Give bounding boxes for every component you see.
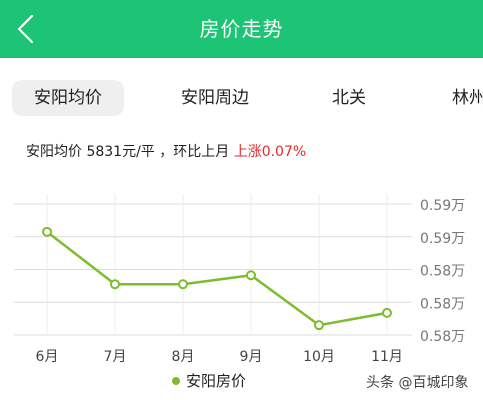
price-summary: 安阳均价 5831元/平 ，环比上月 上涨0.07% (26, 141, 306, 161)
x-tick-label: 8月 (172, 349, 195, 365)
y-tick-label: 0.59万 (420, 198, 465, 214)
y-tick-label: 0.58万 (420, 264, 465, 280)
tab-beiguan[interactable]: 北关 (332, 88, 366, 108)
y-tick-label: 0.58万 (420, 329, 465, 345)
data-point (178, 279, 188, 290)
legend-label: 安阳房价 (186, 372, 247, 390)
tab-anyang-surrounding[interactable]: 安阳周边 (181, 88, 249, 108)
data-point (110, 279, 120, 290)
data-point (314, 320, 324, 331)
x-tick-label: 11月 (371, 349, 403, 365)
summary-text: 安阳均价 5831元/平 ，环比上月 (26, 144, 234, 160)
x-tick-label: 10月 (303, 349, 335, 365)
chevron-left-icon (17, 14, 34, 44)
data-point (42, 226, 52, 237)
watermark: 头条 @百城印象 (366, 375, 469, 391)
y-tick-label: 0.58万 (420, 296, 465, 312)
data-point (382, 307, 392, 318)
data-point (246, 270, 256, 281)
y-tick-label: 0.59万 (420, 231, 465, 247)
page-title: 房价走势 (199, 17, 284, 41)
series-line (46, 230, 388, 327)
change-badge: 上涨0.07% (233, 144, 307, 160)
legend-marker (172, 376, 180, 385)
x-tick-label: 7月 (104, 349, 127, 365)
tab-linzhou[interactable]: 林州 (452, 88, 483, 108)
x-tick-label: 6月 (36, 349, 59, 365)
chart-legend: 安阳房价 (172, 370, 246, 392)
x-tick-label: 9月 (240, 349, 263, 365)
region-tabs: 安阳均价 安阳周边 北关 林州 (0, 76, 483, 120)
back-button[interactable] (10, 12, 44, 46)
header-bar: 房价走势 (0, 0, 483, 58)
tab-anyang-average[interactable]: 安阳均价 (12, 80, 124, 116)
price-trend-chart: 0.59万 0.59万 0.58万 0.58万 0.58万 6月 7月 8月 9月 10月 11月 (14, 194, 465, 365)
